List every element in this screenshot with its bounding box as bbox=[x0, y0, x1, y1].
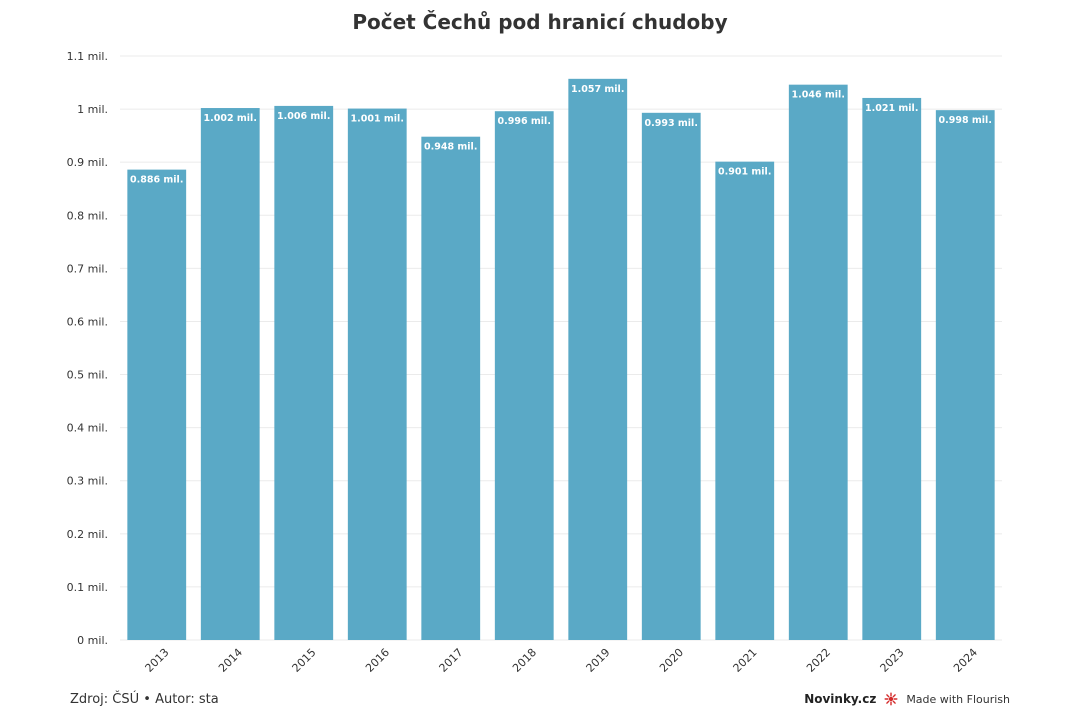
x-tick-label: 2016 bbox=[363, 646, 392, 675]
y-tick-label: 0.8 mil. bbox=[67, 209, 108, 222]
y-tick-label: 0.4 mil. bbox=[67, 422, 108, 435]
bar-value-label: 0.993 mil. bbox=[645, 118, 698, 129]
flourish-logo-icon bbox=[884, 692, 898, 706]
x-tick-label: 2018 bbox=[510, 646, 539, 675]
y-tick-label: 0.1 mil. bbox=[67, 581, 108, 594]
chart-title: Počet Čechů pod hranicí chudoby bbox=[352, 10, 728, 34]
bar-value-label: 1.021 mil. bbox=[865, 103, 918, 114]
source-credit: Zdroj: ČSÚ • Autor: sta bbox=[70, 692, 219, 707]
bar-2015[interactable] bbox=[274, 105, 334, 640]
novinky-brand[interactable]: Novinky.cz bbox=[804, 692, 877, 706]
x-tick-label: 2017 bbox=[437, 646, 466, 675]
x-tick-label: 2014 bbox=[216, 646, 245, 675]
bar-value-label: 1.046 mil. bbox=[792, 90, 845, 101]
bar-2019[interactable] bbox=[568, 78, 628, 640]
grid-lines bbox=[120, 55, 1002, 641]
y-tick-label: 0.3 mil. bbox=[67, 475, 108, 488]
bar-2013[interactable] bbox=[127, 169, 187, 640]
y-tick-label: 0.5 mil. bbox=[67, 369, 108, 382]
y-tick-label: 0.2 mil. bbox=[67, 528, 108, 541]
y-tick-label: 0 mil. bbox=[77, 634, 108, 647]
x-tick-label: 2015 bbox=[290, 646, 319, 675]
y-tick-label: 0.6 mil. bbox=[67, 315, 108, 328]
bar-value-label: 1.002 mil. bbox=[204, 113, 257, 124]
bars bbox=[127, 78, 995, 641]
bar-value-label: 0.948 mil. bbox=[424, 142, 477, 153]
bar-value-label: 1.057 mil. bbox=[571, 84, 624, 95]
bar-value-labels: 0.886 mil. 1.002 mil. 1.006 mil. 1.001 mil.… bbox=[130, 84, 992, 186]
y-tick-label: 0.9 mil. bbox=[67, 156, 108, 169]
x-tick-label: 2023 bbox=[878, 646, 907, 675]
x-tick-label: 2021 bbox=[731, 646, 760, 675]
bar-value-label: 0.996 mil. bbox=[498, 116, 551, 127]
bar-value-label: 0.901 mil. bbox=[718, 167, 771, 178]
bar-2022[interactable] bbox=[788, 84, 848, 641]
bar-chart: 0 mil. 0.1 mil. 0.2 mil. 0.3 mil. 0.4 mil. 0.… bbox=[67, 50, 1002, 675]
bar-2020[interactable] bbox=[641, 112, 701, 641]
bar-2018[interactable] bbox=[494, 111, 554, 641]
x-tick-label: 2013 bbox=[143, 646, 172, 675]
y-axis-tick-labels: 0 mil. 0.1 mil. 0.2 mil. 0.3 mil. 0.4 mil. 0.… bbox=[67, 50, 108, 647]
bar-value-label: 1.006 mil. bbox=[277, 111, 330, 122]
bar-2016[interactable] bbox=[347, 108, 407, 640]
bar-value-label: 1.001 mil. bbox=[351, 114, 404, 125]
x-tick-label: 2024 bbox=[951, 646, 980, 675]
bar-2014[interactable] bbox=[200, 108, 260, 640]
y-tick-label: 0.7 mil. bbox=[67, 262, 108, 275]
bar-2017[interactable] bbox=[421, 136, 481, 640]
bar-value-label: 0.886 mil. bbox=[130, 175, 183, 186]
x-tick-label: 2019 bbox=[584, 646, 613, 675]
bar-value-label: 0.998 mil. bbox=[939, 115, 992, 126]
footer-branding: Novinky.cz Made with Flourish bbox=[804, 692, 1010, 706]
x-tick-label: 2020 bbox=[657, 646, 686, 675]
bar-2024[interactable] bbox=[935, 110, 995, 641]
x-axis-tick-labels: 2013 2014 2015 2016 2017 2018 2019 2020 2021 2022… bbox=[143, 646, 980, 675]
bar-2021[interactable] bbox=[715, 161, 775, 640]
y-tick-label: 1.1 mil. bbox=[67, 50, 108, 63]
made-with-flourish-link[interactable]: Made with Flourish bbox=[906, 692, 1010, 706]
x-tick-label: 2022 bbox=[804, 646, 833, 675]
y-tick-label: 1 mil. bbox=[77, 103, 108, 116]
bar-2023[interactable] bbox=[862, 97, 922, 640]
